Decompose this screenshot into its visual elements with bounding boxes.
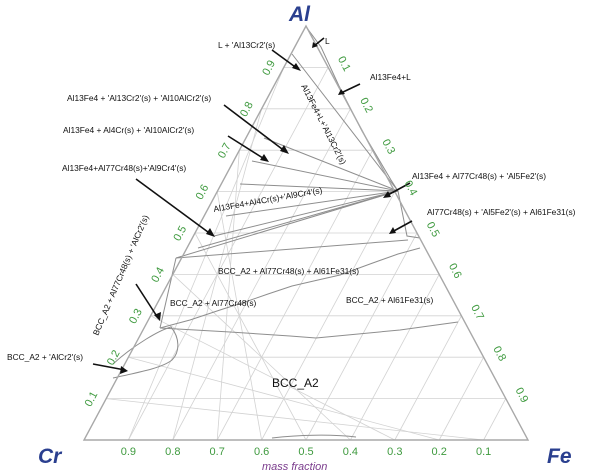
triangle-outline (82, 24, 530, 441)
label-l-al13cr2: L + 'Al13Cr2'(s) (218, 40, 275, 50)
boundary-line (197, 190, 399, 249)
arrow (391, 220, 413, 233)
phase-boundaries (112, 27, 459, 439)
tick-label: 0.1 (83, 390, 101, 409)
arrow (135, 178, 213, 236)
arrowhead (292, 63, 301, 71)
grid-line (438, 357, 484, 441)
label-bcc-alcr2: BCC_A2 + 'AlCr2'(s) (7, 352, 83, 362)
tick-label: 0.7 (216, 141, 234, 160)
arrowhead (389, 227, 396, 234)
tick-label: 0.5 (298, 446, 313, 458)
label-l: L (325, 36, 330, 46)
label-bcc-al77cr48: BCC_A2 + Al77Cr48(s) (170, 298, 257, 308)
label-bcc-al61fe31: BCC_A2 + Al61Fe31(s) (346, 295, 433, 305)
boundary-line (225, 190, 399, 217)
arrowhead (154, 312, 161, 321)
grid-line (172, 274, 351, 441)
grid-line (394, 315, 462, 441)
grid-line (305, 232, 418, 441)
arrowhead (260, 154, 269, 162)
corner-labels: Al Cr Fe (38, 3, 572, 468)
tick-label: 0.8 (238, 100, 256, 119)
leader-arrows (92, 37, 413, 374)
arrowhead (120, 366, 128, 374)
arrow (271, 49, 299, 70)
tick-label: 0.9 (513, 386, 531, 405)
label-al13fe4-al77cr48-al9cr4: Al13Fe4+Al77Cr48(s)+'Al9Cr4'(s) (62, 163, 186, 173)
tick-label: 0.2 (357, 96, 375, 115)
label-al13fe4-al13cr2-al10alcr2: Al13Fe4 + 'Al13Cr2'(s) + 'Al10AlCr2'(s) (67, 93, 211, 103)
tick-label: 0.5 (424, 220, 442, 239)
boundary-line (159, 247, 421, 329)
arrow (340, 83, 361, 94)
boundary-line (251, 160, 399, 192)
tick-label: 0.2 (432, 446, 447, 458)
corner-fe: Fe (547, 445, 572, 468)
arrow (223, 104, 287, 153)
tick-label: 0.1 (335, 54, 353, 73)
triangle-border (82, 24, 530, 441)
ternary-gridlines (106, 67, 507, 441)
grid-line (350, 274, 440, 441)
tick-label: 0.5 (171, 224, 189, 243)
boundary-line (263, 137, 399, 192)
axis-title: mass fraction (262, 461, 327, 473)
bottom-axis-ticks: 0.9 0.8 0.7 0.6 0.5 0.4 0.3 0.2 0.1 (121, 446, 491, 458)
arrowhead (280, 145, 289, 154)
label-bcc-a2: BCC_A2 (272, 376, 319, 390)
boundary-line (175, 190, 399, 259)
label-bcc-al77cr48-al61fe31: BCC_A2 + Al77Cr48(s) + Al61Fe31(s) (218, 266, 359, 276)
tick-label: 0.3 (379, 137, 397, 156)
tick-label: 0.9 (260, 58, 278, 77)
right-axis-ticks: 0.1 0.2 0.3 0.4 0.5 0.6 0.7 0.8 0.9 (335, 54, 530, 404)
grid-line (483, 398, 507, 441)
label-al13fe4-l: Al13Fe4+L (370, 72, 411, 82)
boundary-line (239, 183, 399, 192)
label-al13fe4-al77cr48-al5fe2: Al13Fe4 + Al77Cr48(s) + 'Al5Fe2'(s) (412, 171, 546, 181)
boundary-line (159, 327, 317, 339)
tick-label: 0.3 (387, 446, 402, 458)
boundary-line (315, 321, 459, 339)
tick-label: 0.6 (254, 446, 269, 458)
tick-label: 0.4 (343, 446, 358, 458)
tick-label: 0.8 (165, 446, 180, 458)
boundary-line (213, 190, 399, 237)
arrow (385, 182, 411, 197)
boundary-line (112, 326, 179, 379)
tick-label: 0.7 (468, 303, 486, 322)
tick-label: 0.9 (121, 446, 136, 458)
tick-label: 0.1 (476, 446, 491, 458)
arrow (227, 135, 267, 161)
grid-line (150, 315, 395, 441)
corner-al: Al (288, 3, 311, 26)
arrowhead (338, 89, 345, 95)
boundary-line (175, 239, 409, 259)
boundary-line (397, 190, 421, 239)
grid-line (128, 356, 440, 441)
region-labels: L L + 'Al13Cr2'(s) Al13Fe4+L Al13Fe4+L+'… (7, 36, 576, 390)
tick-label: 0.6 (194, 183, 212, 202)
tick-label: 0.2 (105, 348, 123, 367)
label-al77cr48-al5fe2-al61fe31: Al77Cr48(s) + 'Al5Fe2'(s) + Al61Fe31(s) (427, 207, 576, 217)
boundary-line (291, 53, 399, 192)
boundary-line (271, 434, 357, 439)
tick-label: 0.8 (490, 344, 508, 363)
arrowhead (206, 228, 215, 237)
arrowhead (312, 42, 318, 48)
arrowhead (383, 191, 391, 198)
tick-label: 0.7 (210, 446, 225, 458)
grid-line (194, 232, 307, 441)
corner-cr: Cr (38, 445, 63, 468)
arrow (92, 363, 126, 371)
grid-line (106, 398, 484, 441)
label-al13fe4-al4cr-al10alcr2: Al13Fe4 + Al4Cr(s) + 'Al10AlCr2'(s) (63, 125, 194, 135)
arrow (135, 283, 159, 319)
tick-label: 0.6 (446, 261, 464, 280)
tick-label: 0.4 (402, 179, 420, 198)
boundary-line (159, 257, 177, 329)
tick-label: 0.3 (127, 307, 145, 326)
tick-label: 0.4 (149, 265, 167, 284)
